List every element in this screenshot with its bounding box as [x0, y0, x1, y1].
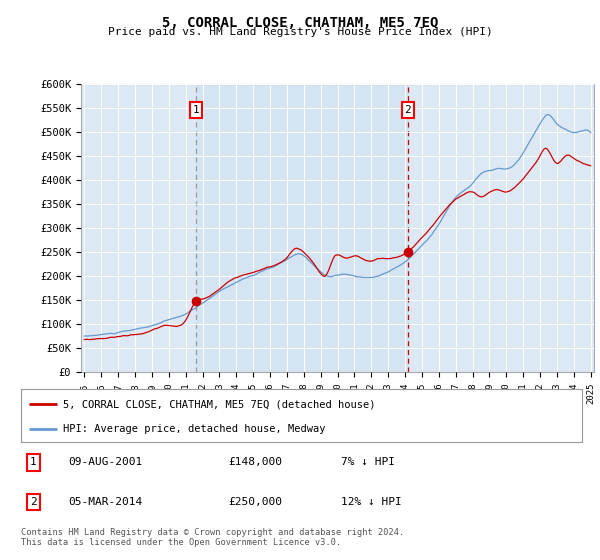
- Text: 5, CORRAL CLOSE, CHATHAM, ME5 7EQ: 5, CORRAL CLOSE, CHATHAM, ME5 7EQ: [162, 16, 438, 30]
- Text: 05-MAR-2014: 05-MAR-2014: [68, 497, 143, 507]
- Text: 7% ↓ HPI: 7% ↓ HPI: [341, 458, 395, 468]
- Text: £148,000: £148,000: [229, 458, 283, 468]
- Text: Price paid vs. HM Land Registry's House Price Index (HPI): Price paid vs. HM Land Registry's House …: [107, 27, 493, 37]
- Text: £250,000: £250,000: [229, 497, 283, 507]
- Text: 2: 2: [30, 497, 37, 507]
- Text: 1: 1: [193, 105, 199, 115]
- Text: 12% ↓ HPI: 12% ↓ HPI: [341, 497, 401, 507]
- Text: Contains HM Land Registry data © Crown copyright and database right 2024.
This d: Contains HM Land Registry data © Crown c…: [21, 528, 404, 547]
- Text: 1: 1: [30, 458, 37, 468]
- Text: 5, CORRAL CLOSE, CHATHAM, ME5 7EQ (detached house): 5, CORRAL CLOSE, CHATHAM, ME5 7EQ (detac…: [63, 399, 376, 409]
- Text: 09-AUG-2001: 09-AUG-2001: [68, 458, 143, 468]
- Text: 2: 2: [404, 105, 411, 115]
- Text: HPI: Average price, detached house, Medway: HPI: Average price, detached house, Medw…: [63, 424, 326, 434]
- Bar: [196, 84, 408, 372]
